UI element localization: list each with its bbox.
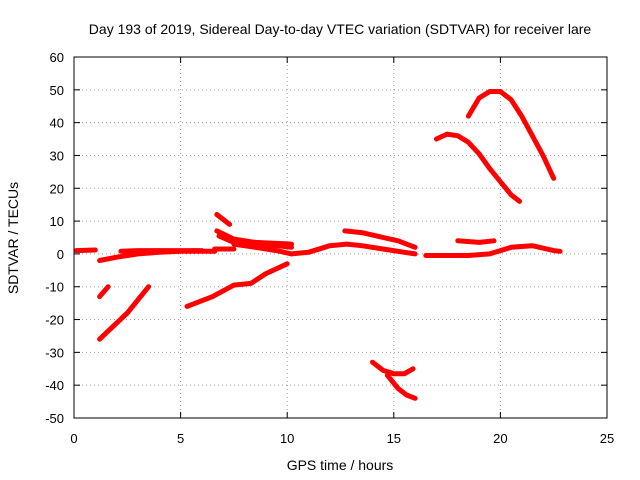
y-tick-label: -10 (45, 280, 64, 295)
chart-title: Day 193 of 2019, Sidereal Day-to-day VTE… (89, 21, 592, 37)
x-tick-label: 0 (70, 431, 77, 446)
y-tick-label: 30 (50, 148, 64, 163)
data-arc (97, 284, 111, 300)
grid (74, 57, 607, 418)
y-tick-label: -20 (45, 313, 64, 328)
y-tick-label: -50 (45, 411, 64, 426)
y-tick-label: 20 (50, 181, 64, 196)
data-arc (433, 131, 523, 204)
x-tick-label: 20 (493, 431, 507, 446)
x-tick-label: 5 (177, 431, 184, 446)
y-tick-label: -30 (45, 345, 64, 360)
y-tick-label: 60 (50, 50, 64, 65)
y-tick-label: 50 (50, 83, 64, 98)
data-arc (423, 243, 563, 258)
data-arc (118, 248, 205, 254)
data-arc (342, 228, 418, 250)
data-arc (231, 241, 418, 257)
data-arc (214, 212, 233, 227)
x-axis-label: GPS time / hours (287, 457, 394, 473)
data-arc (370, 359, 416, 377)
data-series (73, 89, 563, 401)
y-tick-label: -40 (45, 378, 64, 393)
y-tick-label: 40 (50, 116, 64, 131)
x-tick-label: 15 (387, 431, 401, 446)
data-arc (73, 247, 98, 254)
data-arc (184, 261, 290, 309)
data-arc (465, 89, 557, 181)
axis-ticks: 0 5 10 15 20 25 -50 -40 -30 -20 -10 0 10 20 30 40 50 60 (45, 50, 614, 446)
data-arc (97, 284, 152, 342)
y-tick-label: 0 (57, 247, 64, 262)
y-axis-label: SDTVAR / TECUs (5, 182, 21, 294)
plot-frame (73, 56, 608, 419)
x-tick-label: 10 (280, 431, 294, 446)
y-tick-label: 10 (50, 214, 64, 229)
data-arc (214, 228, 294, 247)
data-arc (455, 238, 497, 245)
data-arc (384, 372, 418, 401)
x-tick-label: 25 (600, 431, 614, 446)
